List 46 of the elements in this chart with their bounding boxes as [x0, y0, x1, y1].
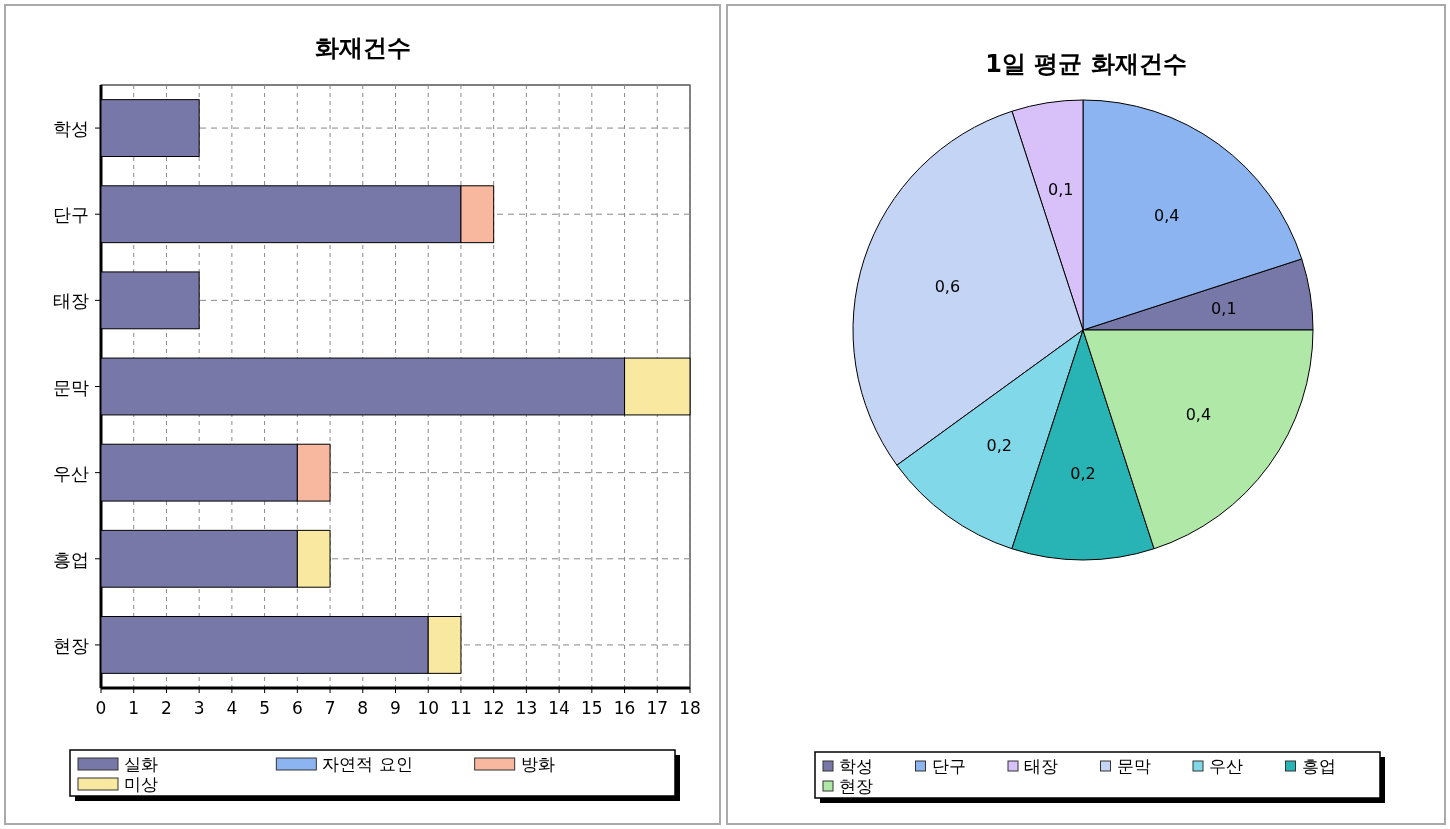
x-tick-label: 15: [581, 698, 603, 718]
chart-title: 화재건수: [314, 34, 411, 62]
legend-label: 학성: [839, 756, 873, 776]
y-tick-label: 흥업: [53, 548, 89, 570]
x-tick-label: 2: [161, 698, 172, 718]
legend-label: 미상: [124, 774, 158, 794]
legend-label: 현장: [839, 776, 873, 796]
x-tick-label: 11: [450, 698, 472, 718]
x-tick-label: 10: [417, 698, 440, 718]
legend-label: 실화: [124, 754, 158, 774]
data-label: 0,1: [1211, 298, 1237, 318]
x-tick-label: 14: [548, 698, 570, 718]
x-tick-label: 18: [679, 698, 701, 718]
x-tick-label: 0: [95, 698, 107, 718]
y-tick-label: 학성: [53, 118, 89, 140]
legend-label: 단구: [931, 756, 966, 776]
chart-title: 1일 평균 화재건수: [985, 50, 1187, 78]
y-tick-label: 문막: [53, 376, 89, 398]
legend-label: 방화: [520, 754, 555, 774]
legend-label: 우산: [1209, 756, 1243, 776]
x-tick-label: 8: [357, 698, 369, 718]
legend-label: 문막: [1116, 756, 1151, 776]
data-label: 0,4: [1154, 205, 1180, 225]
legend-label: 자연적 요인: [322, 754, 413, 774]
x-tick-label: 12: [482, 698, 505, 718]
x-tick-label: 5: [259, 698, 271, 718]
x-tick-label: 16: [613, 698, 636, 718]
y-tick-label: 태장: [53, 290, 89, 312]
data-label: 0,4: [1185, 404, 1212, 424]
y-tick-label: 단구: [53, 204, 89, 226]
legend-label: 흥업: [1301, 756, 1336, 776]
x-tick-label: 17: [646, 698, 669, 718]
x-tick-label: 6: [291, 698, 303, 718]
x-tick-label: 7: [324, 698, 336, 718]
y-tick-label: 우산: [53, 462, 89, 484]
x-tick-label: 1: [128, 698, 140, 718]
x-tick-label: 3: [193, 698, 205, 718]
x-tick-label: 9: [390, 698, 401, 718]
x-tick-label: 4: [226, 698, 238, 718]
x-tick-label: 13: [515, 698, 538, 718]
data-label: 0,2: [1070, 463, 1096, 483]
data-label: 0,1: [1047, 180, 1074, 200]
data-label: 0,2: [986, 436, 1012, 456]
data-label: 0,6: [934, 276, 961, 296]
y-tick-label: 현장: [53, 634, 89, 656]
legend-label: 태장: [1024, 756, 1058, 776]
